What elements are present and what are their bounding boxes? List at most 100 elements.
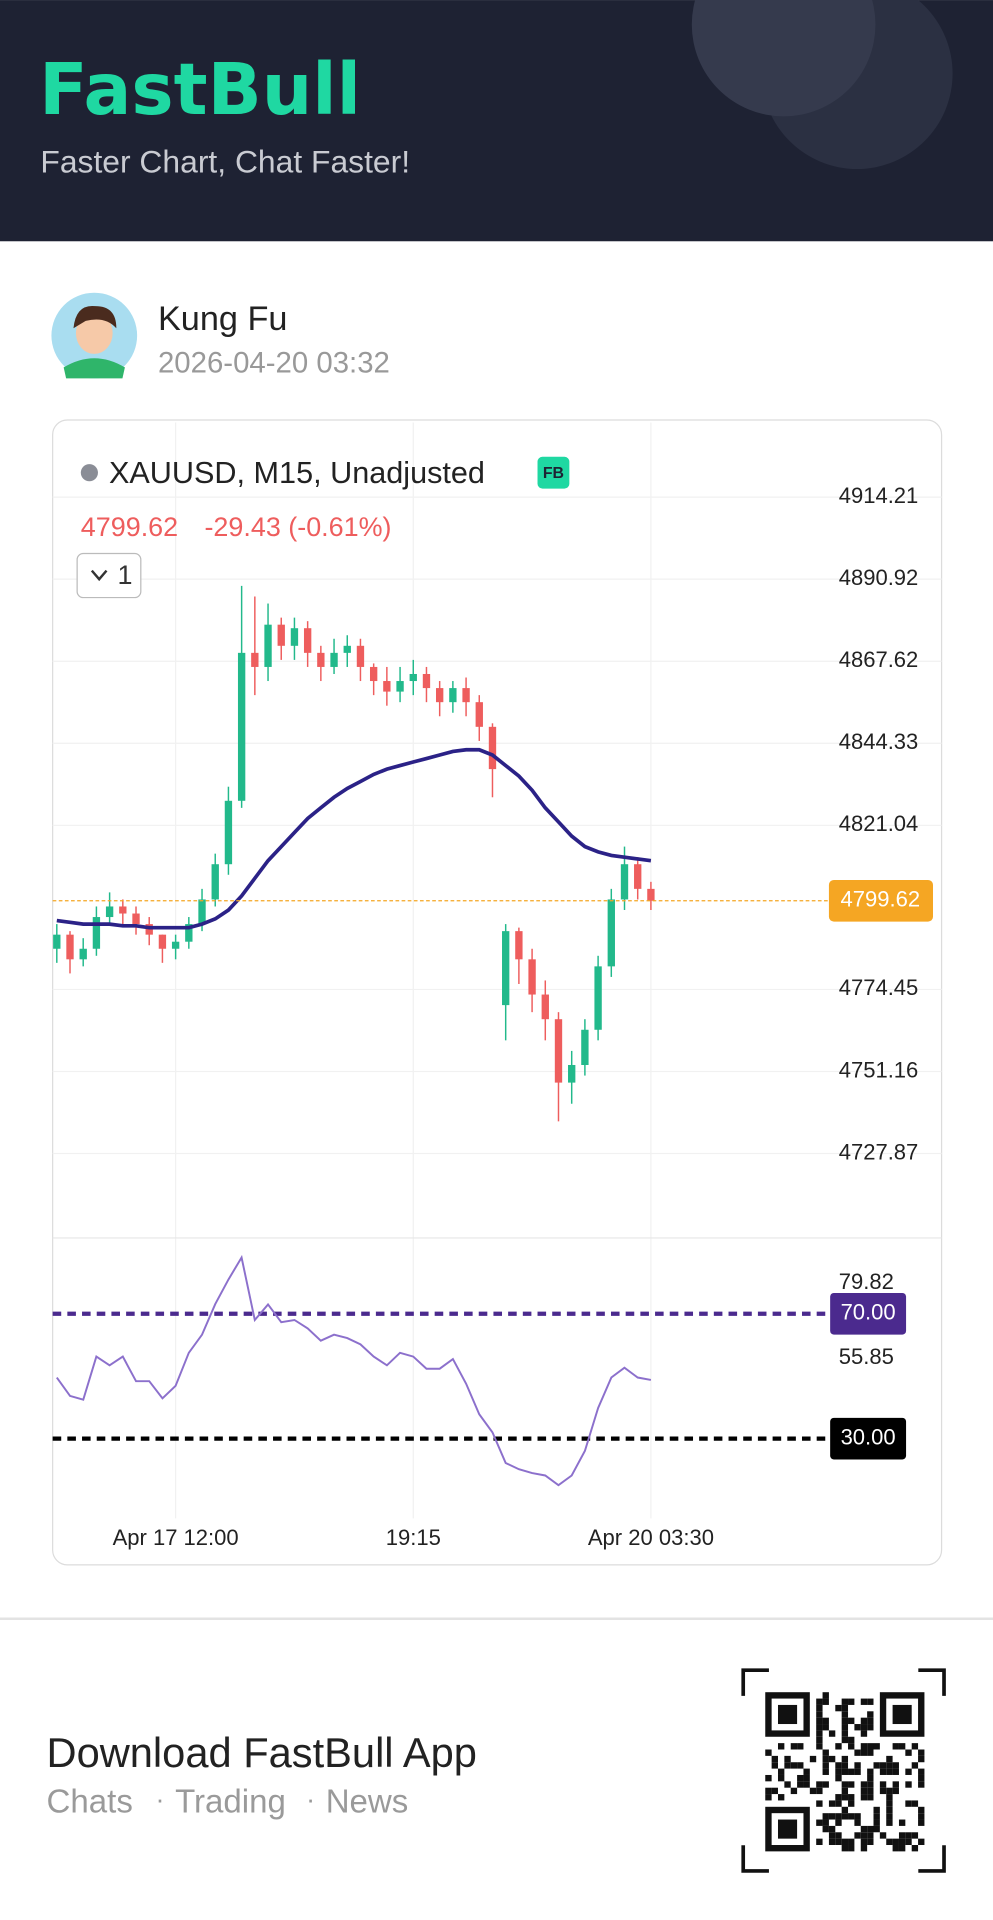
candle-body: [185, 924, 193, 942]
qr-cell: [822, 1762, 829, 1769]
qr-cell: [822, 1825, 829, 1833]
qr-cell: [918, 1806, 925, 1814]
qr-cell: [892, 1781, 899, 1788]
qr-cell: [918, 1768, 925, 1775]
chevron: [90, 569, 108, 582]
qr-cell: [765, 1787, 772, 1795]
candle-body: [171, 941, 180, 949]
qr-cell: [867, 1781, 874, 1788]
qr-cell: [898, 1832, 906, 1839]
qr-cell: [867, 1787, 874, 1795]
qr-cell: [828, 1838, 836, 1846]
qr-cell: [784, 1781, 791, 1788]
qr-cell: [848, 1736, 855, 1744]
candle-body: [607, 899, 615, 967]
last-price-tag: [828, 879, 934, 922]
y-tick-label: 4821.04: [839, 811, 919, 836]
qr-finder: [892, 1704, 912, 1725]
qr-cell: [905, 1768, 912, 1775]
candle-body: [409, 673, 417, 682]
candle-body: [237, 652, 246, 801]
qr-cell: [777, 1743, 785, 1750]
interval-selector[interactable]: [76, 552, 142, 599]
qr-cell: [886, 1794, 893, 1801]
qr-cell: [816, 1800, 823, 1807]
qr-cell: [816, 1711, 823, 1718]
brand: FastBull: [39, 48, 361, 131]
qr-cell: [867, 1794, 874, 1801]
candle-body: [251, 652, 259, 667]
qr-cell: [790, 1762, 798, 1769]
qr-cell: [828, 1730, 836, 1737]
qr-cell: [841, 1781, 849, 1788]
qr-cell: [879, 1768, 887, 1775]
candle-body: [303, 628, 312, 653]
qr-cell: [790, 1787, 798, 1795]
qr-cell: [771, 1762, 778, 1769]
y-tick-label: 4774.45: [839, 975, 919, 1000]
candle-body: [528, 959, 536, 995]
qr-cell: [822, 1717, 829, 1725]
qr-cell: [892, 1845, 899, 1852]
qr-cell: [892, 1838, 899, 1846]
qr-cell: [816, 1717, 823, 1725]
qr-cell: [898, 1819, 906, 1826]
qr-cell: [860, 1749, 868, 1756]
qr-cell: [886, 1787, 893, 1795]
qr-cell: [879, 1762, 887, 1769]
footer-title: Download FastBull App: [47, 1729, 477, 1776]
candle-body: [79, 948, 87, 960]
qr-cell: [835, 1819, 842, 1826]
candle-body: [594, 966, 602, 1030]
qr-cell: [848, 1800, 855, 1807]
candle-body: [620, 864, 629, 900]
candle-body: [369, 666, 378, 682]
qr-cell: [860, 1845, 868, 1852]
qr-cell: [841, 1838, 849, 1846]
qr-cell: [822, 1819, 829, 1826]
qr-cell: [854, 1819, 861, 1826]
qr-cell: [905, 1781, 912, 1788]
qr-cell: [860, 1825, 868, 1833]
badge-text: FB: [543, 465, 564, 482]
candle-body: [53, 934, 61, 949]
qr-cell: [892, 1743, 899, 1750]
qr-cell: [841, 1730, 849, 1737]
qr-cell: [835, 1813, 842, 1820]
qr-cell: [841, 1762, 849, 1769]
qr-cell: [816, 1787, 823, 1795]
y-tick-label: 4844.33: [839, 729, 919, 754]
qr-cell: [784, 1755, 791, 1763]
qr-cell: [835, 1704, 842, 1712]
chart-card: [52, 419, 943, 1566]
qr-cell: [841, 1755, 849, 1763]
qr-cell: [867, 1768, 874, 1775]
qr-cell: [803, 1781, 810, 1788]
qr-cell: [841, 1704, 849, 1712]
avatar-hair: [73, 305, 117, 329]
qr-frame: [741, 1668, 946, 1873]
qr-cell: [765, 1749, 772, 1756]
qr-cell: [848, 1845, 855, 1852]
qr-cell: [816, 1704, 823, 1712]
candle-body: [554, 1019, 563, 1083]
candle-body: [264, 624, 272, 667]
candle-body: [92, 917, 101, 949]
candle-body: [488, 726, 497, 770]
qr-cell: [822, 1698, 829, 1705]
candle-body: [581, 1029, 589, 1065]
qr-cell: [873, 1813, 880, 1820]
qr-cell: [918, 1749, 925, 1756]
qr-cell: [867, 1825, 874, 1833]
qr-cell: [918, 1774, 925, 1782]
qr-cell: [765, 1774, 772, 1782]
qr-cell: [822, 1755, 829, 1763]
candle-body: [198, 899, 206, 925]
qr-cell: [898, 1838, 906, 1846]
qr-cell: [886, 1819, 893, 1826]
chart-title: XAUUSD, M15, Unadjusted: [109, 456, 485, 490]
qr-cell: [905, 1832, 912, 1839]
qr-cell: [918, 1755, 925, 1763]
qr-cell: [873, 1825, 880, 1833]
